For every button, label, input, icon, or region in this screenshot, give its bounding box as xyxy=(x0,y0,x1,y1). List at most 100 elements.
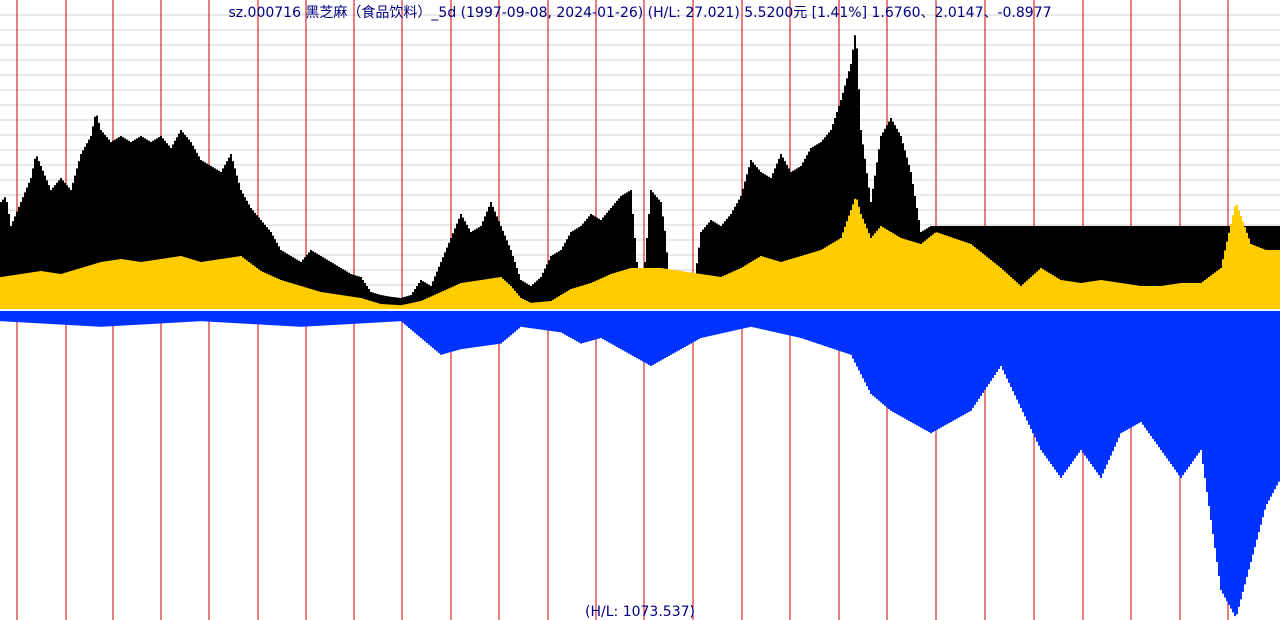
base-bar xyxy=(564,293,566,310)
base-bar xyxy=(136,261,138,310)
volume-bar xyxy=(1188,310,1190,467)
base-bar xyxy=(356,297,358,310)
base-bar xyxy=(670,270,672,311)
base-bar xyxy=(968,243,970,310)
volume-bar xyxy=(10,310,12,322)
volume-bar xyxy=(152,310,154,324)
base-bar xyxy=(1276,250,1278,310)
base-bar xyxy=(1202,282,1204,311)
volume-bar xyxy=(1110,310,1112,456)
base-bar xyxy=(1158,286,1160,310)
base-bar xyxy=(60,274,62,310)
base-bar xyxy=(208,261,210,310)
volume-bar xyxy=(1276,310,1278,485)
base-bar xyxy=(632,268,634,310)
base-bar xyxy=(222,259,224,310)
volume-bar xyxy=(1122,310,1124,432)
volume-bar xyxy=(774,310,776,332)
volume-bar xyxy=(102,310,104,327)
volume-bar xyxy=(312,310,314,326)
volume-bar xyxy=(222,310,224,322)
volume-bar xyxy=(878,310,880,401)
base-bar xyxy=(1194,283,1196,310)
base-bar xyxy=(1250,244,1252,310)
base-bar xyxy=(948,236,950,310)
base-bar xyxy=(428,297,430,310)
volume-bar xyxy=(956,310,958,419)
volume-bar xyxy=(1272,310,1274,493)
volume-bar xyxy=(1054,310,1056,470)
base-bar xyxy=(48,272,50,310)
base-bar xyxy=(1044,270,1046,310)
volume-bar xyxy=(970,310,972,411)
base-bar xyxy=(914,242,916,310)
base-bar xyxy=(102,262,104,310)
base-bar xyxy=(88,266,90,310)
base-bar xyxy=(542,302,544,310)
volume-bar xyxy=(616,310,618,347)
base-bar xyxy=(978,250,980,310)
base-bar xyxy=(1218,270,1220,311)
base-bar xyxy=(856,200,858,310)
base-bar xyxy=(836,240,838,310)
volume-bar xyxy=(1128,310,1130,429)
volume-bar xyxy=(596,310,598,339)
volume-bar xyxy=(80,310,82,326)
volume-bar xyxy=(486,310,488,346)
base-bar xyxy=(1008,275,1010,310)
volume-bar xyxy=(574,310,576,340)
base-bar xyxy=(616,272,618,310)
volume-bar xyxy=(176,310,178,323)
base-bar xyxy=(644,268,646,310)
volume-bar xyxy=(454,310,456,351)
base-bar xyxy=(74,270,76,310)
base-bar xyxy=(258,270,260,311)
volume-bar xyxy=(254,310,256,324)
volume-bar xyxy=(566,310,568,336)
volume-bar xyxy=(416,310,418,335)
base-bar xyxy=(1156,286,1158,310)
volume-bar xyxy=(12,310,14,322)
base-bar xyxy=(850,210,852,310)
volume-bar xyxy=(1084,310,1086,456)
volume-bar xyxy=(112,310,114,326)
base-bar xyxy=(360,298,362,310)
base-bar xyxy=(480,280,482,310)
volume-bar xyxy=(780,310,782,334)
volume-bar xyxy=(346,310,348,324)
volume-bar xyxy=(52,310,54,324)
base-bar xyxy=(496,278,498,310)
volume-bar xyxy=(168,310,170,323)
volume-bar xyxy=(246,310,248,324)
volume-bar xyxy=(376,310,378,323)
base-bar xyxy=(1088,282,1090,310)
volume-bar xyxy=(100,310,102,327)
volume-bar xyxy=(506,310,508,339)
volume-bar xyxy=(1180,310,1182,478)
base-bar xyxy=(6,276,8,310)
base-bar xyxy=(694,273,696,310)
base-bar xyxy=(666,269,668,310)
volume-bar xyxy=(206,310,208,322)
base-bar xyxy=(312,290,314,310)
base-bar xyxy=(882,227,884,310)
volume-bar xyxy=(78,310,80,326)
base-bar xyxy=(600,279,602,311)
volume-bar xyxy=(744,310,746,328)
volume-bar xyxy=(890,310,892,411)
volume-bar xyxy=(140,310,142,325)
volume-bar xyxy=(294,310,296,326)
base-bar xyxy=(1112,282,1114,310)
volume-bar xyxy=(942,310,944,426)
base-bar xyxy=(1270,250,1272,310)
base-bar xyxy=(828,245,830,310)
volume-bar xyxy=(1070,310,1072,464)
base-bar xyxy=(796,257,798,310)
volume-bar xyxy=(1208,310,1210,506)
base-bar xyxy=(792,258,794,310)
base-bar xyxy=(996,265,998,310)
base-bar xyxy=(358,298,360,310)
volume-bar xyxy=(840,310,842,351)
base-bar xyxy=(620,271,622,310)
volume-bar xyxy=(126,310,128,325)
